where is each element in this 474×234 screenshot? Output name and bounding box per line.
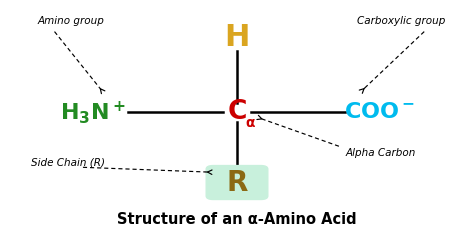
FancyBboxPatch shape — [206, 166, 268, 199]
Text: α: α — [246, 116, 255, 130]
Text: Amino group: Amino group — [38, 16, 105, 26]
Text: $\mathbf{H_3N^+}$: $\mathbf{H_3N^+}$ — [60, 99, 125, 126]
Text: Alpha Carbon: Alpha Carbon — [346, 148, 416, 158]
Text: R: R — [226, 168, 248, 197]
Text: Structure of an α-Amino Acid: Structure of an α-Amino Acid — [117, 212, 357, 227]
Text: $\mathbf{COO^-}$: $\mathbf{COO^-}$ — [344, 102, 415, 122]
Text: Side Chain (R): Side Chain (R) — [31, 158, 105, 168]
Text: Carboxylic group: Carboxylic group — [357, 16, 446, 26]
Text: C: C — [228, 99, 246, 125]
Text: H: H — [224, 23, 250, 52]
